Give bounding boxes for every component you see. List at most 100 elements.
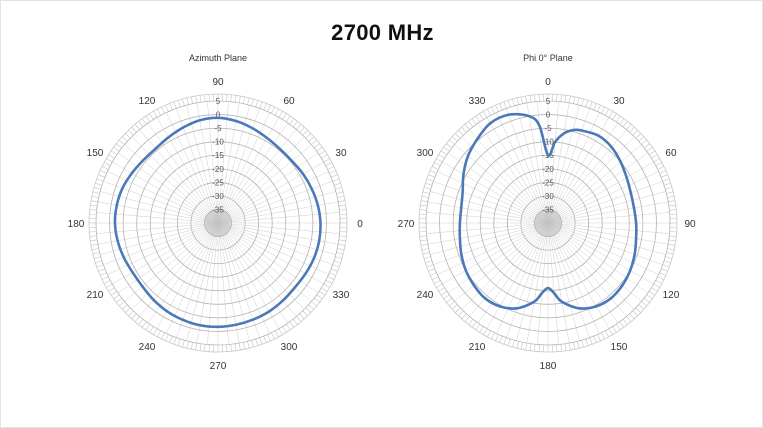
phi0-outer-tick bbox=[507, 100, 511, 108]
phi0-outer-tick bbox=[655, 162, 663, 166]
azimuth-outer-tick bbox=[204, 94, 206, 102]
phi0-outer-tick bbox=[668, 200, 676, 203]
azimuth-outer-tick bbox=[110, 150, 118, 156]
azimuth-outer-tick bbox=[141, 321, 147, 328]
phi0-outer-tick bbox=[499, 336, 503, 343]
azimuth-angle-label: 90 bbox=[212, 77, 224, 88]
azimuth-outer-tick bbox=[106, 283, 113, 288]
azimuth-outer-tick bbox=[275, 108, 279, 116]
phi0-outer-tick bbox=[503, 101, 507, 109]
azimuth-outer-tick bbox=[230, 344, 232, 352]
azimuth-outer-tick bbox=[90, 243, 98, 246]
phi0-outer-tick bbox=[475, 115, 481, 123]
phi0-outer-tick bbox=[448, 301, 455, 307]
phi0-outer-tick bbox=[657, 276, 665, 280]
azimuth-outer-tick bbox=[96, 264, 104, 268]
azimuth-outer-tick bbox=[106, 158, 113, 163]
phi0-outer-tick bbox=[420, 243, 428, 246]
azimuth-outer-tick bbox=[296, 123, 302, 130]
azimuth-outer-tick bbox=[110, 290, 118, 296]
phi0-ring bbox=[520, 195, 576, 251]
phi0-outer-tick bbox=[468, 318, 474, 325]
azimuth-outer-tick bbox=[177, 338, 181, 346]
azimuth-outer-tick bbox=[186, 97, 189, 105]
phi0-outer-tick bbox=[436, 158, 443, 163]
azimuth-outer-tick bbox=[186, 341, 189, 349]
phi0-outer-tick bbox=[662, 264, 670, 268]
phi0-outer-tick bbox=[479, 326, 484, 333]
phi0-outer-tick bbox=[560, 344, 562, 352]
phi0-outer-tick bbox=[420, 239, 428, 242]
azimuth-outer-tick bbox=[305, 307, 312, 313]
phi0-outer-tick bbox=[643, 143, 650, 149]
azimuth-outer-tick bbox=[285, 323, 291, 331]
azimuth-outer-tick bbox=[138, 318, 144, 325]
phi0-outer-tick bbox=[651, 154, 658, 159]
phi0-outer-tick bbox=[529, 343, 532, 351]
azimuth-outer-tick bbox=[95, 182, 103, 186]
phi0-outer-tick bbox=[446, 143, 453, 149]
phi0-outer-tick bbox=[597, 334, 601, 341]
phi0-outer-tick bbox=[495, 105, 499, 112]
azimuth-outer-tick bbox=[308, 136, 315, 142]
phi0-angle-label: 210 bbox=[469, 342, 486, 353]
azimuth-outer-tick bbox=[145, 323, 151, 331]
phi0-outer-tick bbox=[665, 256, 673, 259]
phi0-outer-tick bbox=[487, 330, 491, 338]
azimuth-outer-tick bbox=[108, 154, 115, 159]
phi0-outer-tick bbox=[433, 162, 441, 166]
phi0-outer-tick bbox=[564, 95, 567, 103]
azimuth-ring bbox=[176, 181, 260, 265]
phi0-ring bbox=[452, 127, 644, 319]
phi0-outer-tick bbox=[589, 337, 593, 345]
azimuth-outer-tick bbox=[169, 336, 173, 343]
phi0-outer-tick bbox=[422, 191, 430, 194]
phi0-angle-label: 120 bbox=[663, 290, 680, 301]
azimuth-outer-tick bbox=[145, 115, 151, 123]
azimuth-outer-tick bbox=[100, 272, 107, 276]
phi0-outer-tick bbox=[593, 103, 597, 110]
azimuth-angle-label: 180 bbox=[68, 219, 85, 230]
phi0-ring bbox=[425, 100, 671, 346]
azimuth-ring bbox=[95, 100, 341, 346]
phi0-outer-tick bbox=[641, 139, 648, 145]
azimuth-outer-tick bbox=[247, 97, 250, 105]
azimuth-outer-tick bbox=[338, 243, 346, 246]
phi0-outer-tick bbox=[464, 316, 470, 323]
azimuth-outer-tick bbox=[316, 146, 323, 152]
azimuth-outer-tick bbox=[259, 337, 263, 345]
azimuth-outer-tick bbox=[169, 103, 173, 110]
azimuth-outer-tick bbox=[90, 239, 98, 242]
azimuth-angle-label: 300 bbox=[281, 342, 298, 353]
phi0-outer-tick bbox=[662, 178, 670, 182]
phi0-outer-tick bbox=[653, 158, 660, 163]
phi0-outer-tick bbox=[651, 287, 658, 292]
phi0-chart: 50-5-10-15-20-25-30-35030609012015018021… bbox=[398, 53, 696, 372]
phi0-outer-tick bbox=[661, 174, 668, 178]
phi0-outer-tick bbox=[461, 313, 467, 320]
phi0-outer-tick bbox=[525, 343, 528, 351]
azimuth-outer-tick bbox=[267, 105, 271, 112]
azimuth-outer-tick bbox=[336, 252, 344, 255]
azimuth-ring bbox=[109, 114, 327, 332]
azimuth-outer-tick bbox=[116, 143, 123, 149]
azimuth-outer-tick bbox=[138, 121, 144, 128]
azimuth-ring-label: -20 bbox=[212, 165, 224, 174]
azimuth-outer-tick bbox=[255, 338, 259, 346]
phi0-outer-tick bbox=[503, 337, 507, 345]
azimuth-ring-label: -25 bbox=[212, 178, 224, 187]
azimuth-chart: 5 0 -5 -10 -15 -20 -25 -30 -35 0 30 60 90 120 150 180 21… bbox=[68, 53, 364, 372]
azimuth-outer-tick bbox=[234, 95, 237, 103]
phi0-outer-tick bbox=[635, 133, 642, 139]
azimuth-ring bbox=[136, 141, 300, 305]
azimuth-outer-tick bbox=[337, 195, 345, 198]
phi0-outer-tick bbox=[423, 256, 431, 259]
azimuth-outer-tick bbox=[89, 209, 97, 211]
phi0-outer-tick bbox=[581, 340, 584, 348]
phi0-outer-tick bbox=[573, 96, 576, 104]
azimuth-outer-tick bbox=[113, 146, 120, 152]
phi0-outer-tick bbox=[629, 126, 635, 133]
phi0-outer-tick bbox=[499, 103, 503, 110]
azimuth-outer-tick bbox=[296, 316, 302, 323]
azimuth-outer-tick bbox=[91, 248, 99, 251]
